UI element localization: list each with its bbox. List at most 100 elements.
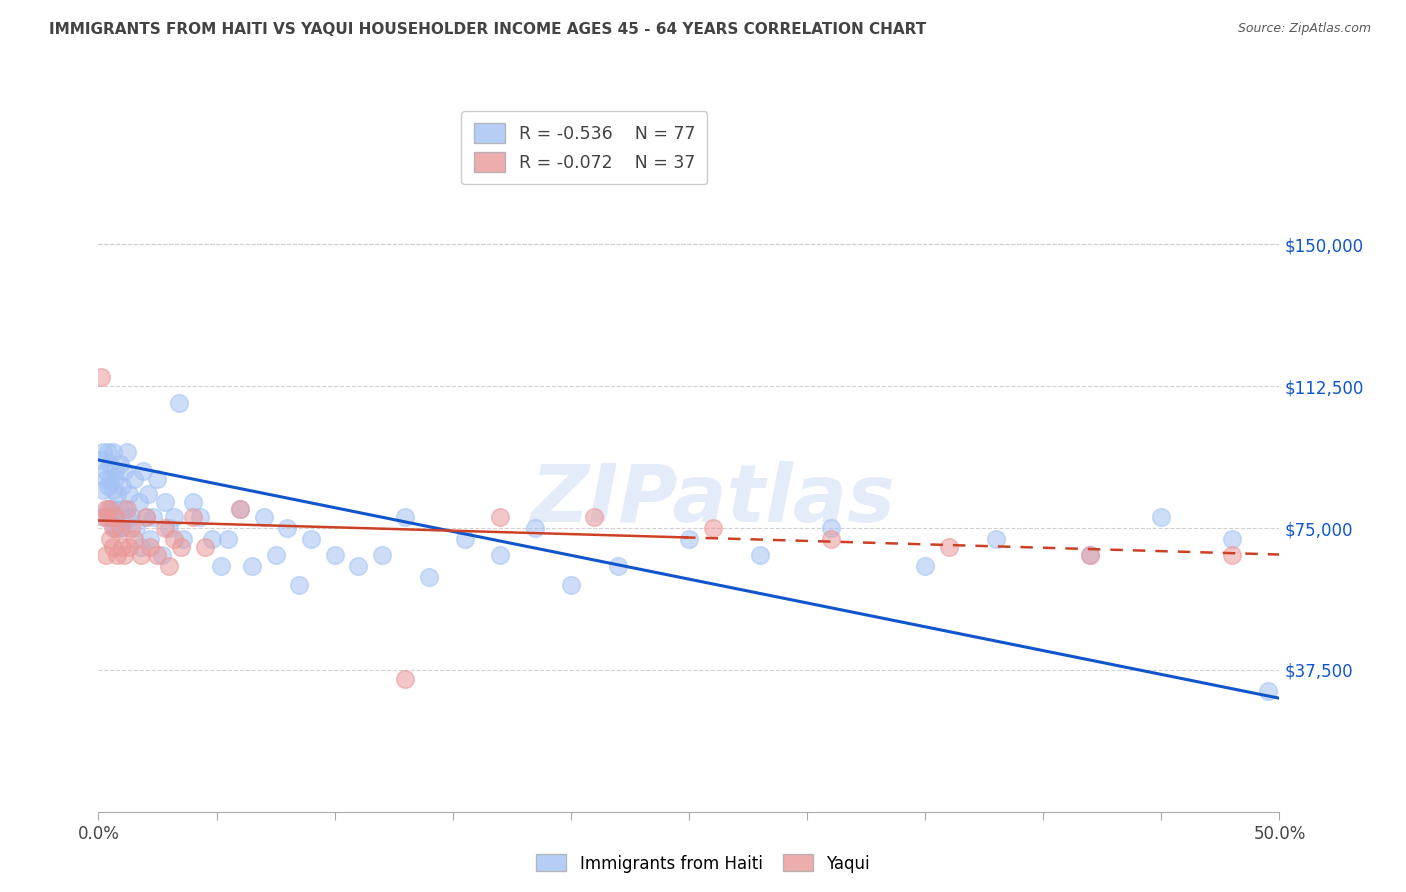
Immigrants from Haiti [820, 521, 842, 535]
Immigrants from Haiti [371, 548, 394, 562]
Yaqui [139, 540, 162, 554]
Immigrants from Haiti [121, 509, 143, 524]
Immigrants from Haiti [163, 509, 186, 524]
Yaqui [101, 540, 124, 554]
Immigrants from Haiti [125, 521, 148, 535]
Yaqui [90, 369, 112, 384]
Immigrants from Haiti [188, 509, 211, 524]
Immigrants from Haiti [135, 509, 157, 524]
Immigrants from Haiti [299, 533, 322, 547]
Immigrants from Haiti [104, 521, 127, 535]
Yaqui [94, 548, 117, 562]
Yaqui [97, 509, 120, 524]
Immigrants from Haiti [418, 570, 440, 584]
Immigrants from Haiti [97, 445, 120, 459]
Immigrants from Haiti [104, 472, 127, 486]
Immigrants from Haiti [132, 464, 155, 478]
Immigrants from Haiti [678, 533, 700, 547]
Immigrants from Haiti [97, 479, 120, 493]
Immigrants from Haiti [108, 457, 131, 471]
Yaqui [157, 558, 180, 573]
Yaqui [135, 509, 157, 524]
Yaqui [820, 533, 842, 547]
Immigrants from Haiti [607, 558, 630, 573]
Immigrants from Haiti [112, 464, 135, 478]
Legend: Immigrants from Haiti, Yaqui: Immigrants from Haiti, Yaqui [530, 847, 876, 880]
Immigrants from Haiti [489, 548, 512, 562]
Immigrants from Haiti [98, 472, 121, 486]
Immigrants from Haiti [157, 521, 180, 535]
Immigrants from Haiti [1080, 548, 1102, 562]
Immigrants from Haiti [94, 472, 117, 486]
Yaqui [194, 540, 217, 554]
Immigrants from Haiti [122, 472, 145, 486]
Immigrants from Haiti [111, 521, 134, 535]
Immigrants from Haiti [1220, 533, 1243, 547]
Yaqui [115, 502, 138, 516]
Immigrants from Haiti [914, 558, 936, 573]
Immigrants from Haiti [748, 548, 770, 562]
Immigrants from Haiti [181, 494, 204, 508]
Yaqui [1220, 548, 1243, 562]
Immigrants from Haiti [129, 540, 152, 554]
Immigrants from Haiti [172, 533, 194, 547]
Immigrants from Haiti [90, 453, 112, 467]
Immigrants from Haiti [101, 483, 124, 498]
Immigrants from Haiti [240, 558, 263, 573]
Immigrants from Haiti [217, 533, 239, 547]
Text: ZIPatlas: ZIPatlas [530, 460, 896, 539]
Immigrants from Haiti [105, 487, 128, 501]
Yaqui [229, 502, 252, 516]
Immigrants from Haiti [108, 502, 131, 516]
Immigrants from Haiti [150, 548, 173, 562]
Text: Source: ZipAtlas.com: Source: ZipAtlas.com [1237, 22, 1371, 36]
Yaqui [583, 509, 606, 524]
Immigrants from Haiti [118, 487, 141, 501]
Immigrants from Haiti [347, 558, 370, 573]
Yaqui [938, 540, 960, 554]
Immigrants from Haiti [111, 479, 134, 493]
Immigrants from Haiti [323, 548, 346, 562]
Immigrants from Haiti [112, 502, 135, 516]
Immigrants from Haiti [229, 502, 252, 516]
Yaqui [118, 540, 141, 554]
Yaqui [94, 502, 117, 516]
Immigrants from Haiti [1257, 683, 1279, 698]
Yaqui [121, 521, 143, 535]
Yaqui [163, 533, 186, 547]
Yaqui [108, 521, 131, 535]
Immigrants from Haiti [253, 509, 276, 524]
Yaqui [101, 521, 124, 535]
Immigrants from Haiti [91, 445, 114, 459]
Immigrants from Haiti [97, 502, 120, 516]
Immigrants from Haiti [153, 494, 176, 508]
Yaqui [104, 509, 127, 524]
Immigrants from Haiti [394, 509, 416, 524]
Immigrants from Haiti [201, 533, 224, 547]
Yaqui [170, 540, 193, 554]
Immigrants from Haiti [105, 521, 128, 535]
Immigrants from Haiti [288, 578, 311, 592]
Yaqui [1080, 548, 1102, 562]
Immigrants from Haiti [104, 464, 127, 478]
Immigrants from Haiti [94, 509, 117, 524]
Yaqui [98, 502, 121, 516]
Yaqui [146, 548, 169, 562]
Immigrants from Haiti [94, 464, 117, 478]
Yaqui [702, 521, 724, 535]
Immigrants from Haiti [128, 494, 150, 508]
Immigrants from Haiti [136, 487, 159, 501]
Immigrants from Haiti [453, 533, 475, 547]
Yaqui [111, 540, 134, 554]
Immigrants from Haiti [98, 509, 121, 524]
Immigrants from Haiti [1150, 509, 1173, 524]
Immigrants from Haiti [101, 502, 124, 516]
Immigrants from Haiti [560, 578, 582, 592]
Yaqui [98, 533, 121, 547]
Yaqui [91, 509, 114, 524]
Immigrants from Haiti [264, 548, 287, 562]
Immigrants from Haiti [101, 445, 124, 459]
Immigrants from Haiti [984, 533, 1007, 547]
Immigrants from Haiti [91, 483, 114, 498]
Legend: R = -0.536    N = 77, R = -0.072    N = 37: R = -0.536 N = 77, R = -0.072 N = 37 [461, 112, 707, 185]
